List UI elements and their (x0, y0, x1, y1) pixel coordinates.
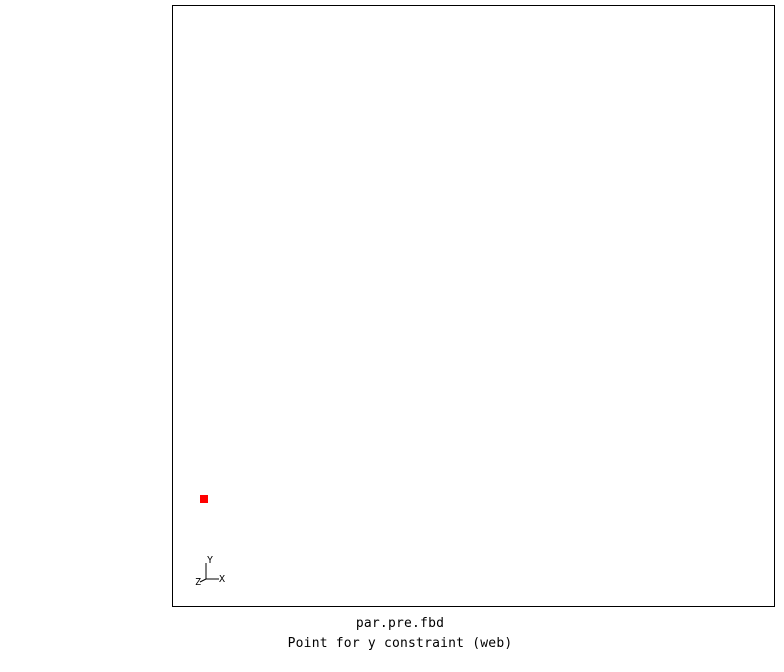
z-axis-line (199, 578, 207, 583)
x-axis-label: X (219, 574, 225, 585)
file-name-caption: par.pre.fbd (355, 616, 445, 631)
z-axis-label: Z (195, 577, 201, 588)
point-square (200, 495, 208, 503)
status-caption: Point for y constraint (web) (287, 636, 513, 651)
y-axis-label: Y (207, 555, 213, 566)
selected-point-marker[interactable] (200, 495, 208, 503)
graphics-viewport[interactable]: Y X Z (172, 5, 775, 607)
axis-triad-icon: Y X Z (195, 555, 225, 588)
